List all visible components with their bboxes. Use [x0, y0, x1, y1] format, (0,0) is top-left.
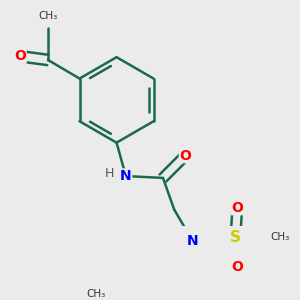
Text: CH₃: CH₃	[271, 232, 290, 242]
Text: O: O	[231, 201, 243, 215]
Text: S: S	[230, 230, 241, 245]
Text: O: O	[231, 260, 243, 274]
Text: CH₃: CH₃	[38, 11, 58, 21]
Text: O: O	[179, 148, 191, 163]
Text: CH₃: CH₃	[86, 289, 106, 299]
Text: H: H	[104, 167, 114, 180]
Text: O: O	[14, 49, 26, 63]
Text: N: N	[120, 169, 132, 183]
Text: N: N	[187, 234, 199, 248]
